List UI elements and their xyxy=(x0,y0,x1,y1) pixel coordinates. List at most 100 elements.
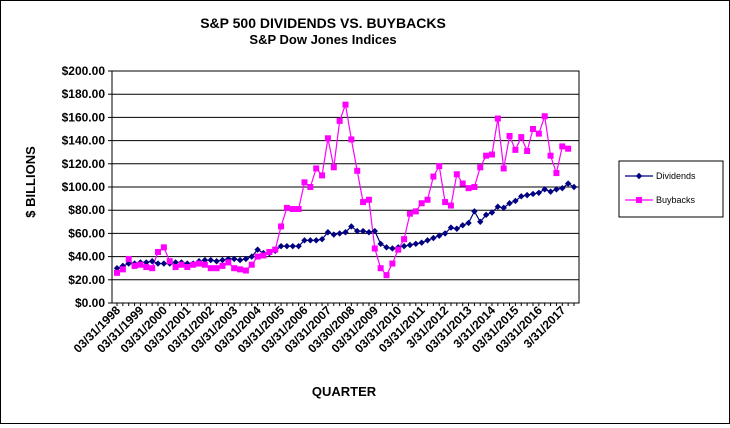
data-point xyxy=(248,261,255,268)
data-point xyxy=(547,152,554,159)
series-group xyxy=(113,101,578,279)
data-point xyxy=(418,200,425,207)
series-line-dividends xyxy=(116,182,575,269)
data-point xyxy=(307,237,314,244)
data-point xyxy=(377,240,384,248)
data-point xyxy=(412,208,419,215)
data-point xyxy=(436,163,443,170)
data-point xyxy=(148,258,156,265)
data-point xyxy=(149,265,156,272)
data-point xyxy=(477,164,484,171)
data-point xyxy=(330,231,337,238)
data-point xyxy=(313,237,320,244)
data-point xyxy=(477,218,484,225)
y-tick-label: $20.00 xyxy=(68,273,105,287)
y-tick-label: $80.00 xyxy=(68,203,105,217)
data-point xyxy=(488,151,495,158)
data-point xyxy=(565,145,572,152)
data-point xyxy=(289,242,296,250)
data-point xyxy=(207,265,214,272)
data-point xyxy=(371,245,378,252)
gridlines xyxy=(112,93,579,281)
data-point xyxy=(190,261,197,268)
data-point xyxy=(430,173,437,180)
data-point xyxy=(518,134,525,141)
data-point xyxy=(318,236,326,243)
data-point xyxy=(418,239,425,246)
data-point xyxy=(143,259,150,266)
data-point xyxy=(441,230,449,237)
data-point xyxy=(231,265,238,272)
data-point xyxy=(406,210,413,217)
data-point xyxy=(201,261,208,268)
data-point xyxy=(213,258,220,265)
data-point xyxy=(442,199,449,206)
data-point xyxy=(482,211,490,219)
data-point xyxy=(494,115,501,122)
x-axis-ticks: 03/31/199803/31/199903/31/200003/31/2001… xyxy=(71,303,575,356)
data-point xyxy=(307,184,314,190)
y-tick-label: $120.00 xyxy=(62,157,106,171)
data-point xyxy=(524,148,531,155)
chart-title: S&P 500 DIVIDENDS VS. BUYBACKS xyxy=(200,15,446,31)
data-point xyxy=(289,206,296,213)
data-point xyxy=(236,256,244,264)
data-point xyxy=(359,227,367,235)
data-point xyxy=(547,188,554,195)
legend-label: Dividends xyxy=(656,171,696,181)
data-point xyxy=(371,227,378,235)
data-point xyxy=(336,117,343,124)
data-point xyxy=(336,230,343,237)
data-point xyxy=(313,165,320,172)
data-point xyxy=(342,101,349,108)
data-point xyxy=(512,146,519,153)
data-point xyxy=(237,266,244,273)
data-point xyxy=(453,171,460,178)
data-point xyxy=(518,193,525,200)
data-point xyxy=(553,170,560,177)
data-point xyxy=(494,203,502,210)
data-point xyxy=(330,164,337,171)
data-point xyxy=(424,196,431,203)
data-point xyxy=(459,222,466,229)
legend-box xyxy=(618,160,724,218)
data-point xyxy=(400,242,408,250)
data-point xyxy=(529,126,536,132)
data-point xyxy=(570,183,578,191)
y-tick-label: $160.00 xyxy=(62,110,106,124)
data-point xyxy=(377,265,384,272)
data-point xyxy=(535,189,543,196)
data-point xyxy=(184,264,191,271)
data-point xyxy=(506,200,513,207)
data-point xyxy=(254,253,261,260)
data-point xyxy=(248,253,255,260)
data-point xyxy=(254,246,261,253)
y-tick-label: $60.00 xyxy=(68,226,105,240)
data-point xyxy=(283,204,290,211)
data-point xyxy=(301,237,308,244)
data-point xyxy=(424,237,431,244)
data-point xyxy=(242,267,249,274)
data-point xyxy=(295,206,302,213)
data-point xyxy=(564,180,572,187)
data-point xyxy=(535,130,542,137)
data-point xyxy=(260,252,267,259)
legend-label: Buybacks xyxy=(656,195,696,205)
data-point xyxy=(465,185,472,192)
data-point xyxy=(348,223,355,230)
data-point xyxy=(196,260,203,267)
data-point xyxy=(114,269,120,276)
data-point xyxy=(219,262,226,269)
data-point xyxy=(523,191,531,199)
data-point xyxy=(278,223,285,230)
data-point xyxy=(465,219,472,227)
data-point xyxy=(137,261,144,268)
data-point xyxy=(506,132,513,139)
data-point xyxy=(242,255,250,263)
data-point xyxy=(412,240,420,248)
data-point xyxy=(266,248,273,255)
data-point xyxy=(483,152,490,159)
data-point xyxy=(301,179,308,186)
y-tick-label: $140.00 xyxy=(62,134,106,148)
